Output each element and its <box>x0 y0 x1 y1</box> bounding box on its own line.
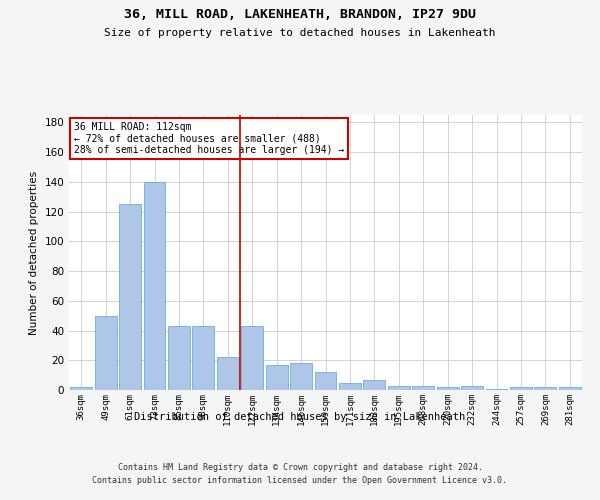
Bar <box>193 326 214 390</box>
Text: Distribution of detached houses by size in Lakenheath: Distribution of detached houses by size … <box>134 412 466 422</box>
Bar <box>339 382 361 390</box>
Bar <box>143 182 166 390</box>
Bar <box>437 387 458 390</box>
Text: 36, MILL ROAD, LAKENHEATH, BRANDON, IP27 9DU: 36, MILL ROAD, LAKENHEATH, BRANDON, IP27… <box>124 8 476 20</box>
Bar <box>510 387 532 390</box>
Bar <box>266 364 287 390</box>
Bar <box>290 363 312 390</box>
Bar <box>241 326 263 390</box>
Bar <box>535 387 556 390</box>
Bar <box>314 372 337 390</box>
Bar <box>364 380 385 390</box>
Bar <box>119 204 141 390</box>
Text: Contains public sector information licensed under the Open Government Licence v3: Contains public sector information licen… <box>92 476 508 485</box>
Bar <box>485 388 508 390</box>
Bar <box>412 386 434 390</box>
Y-axis label: Number of detached properties: Number of detached properties <box>29 170 39 334</box>
Bar <box>461 386 483 390</box>
Bar <box>70 387 92 390</box>
Bar <box>388 386 410 390</box>
Bar <box>559 387 581 390</box>
Text: Contains HM Land Registry data © Crown copyright and database right 2024.: Contains HM Land Registry data © Crown c… <box>118 462 482 471</box>
Text: Size of property relative to detached houses in Lakenheath: Size of property relative to detached ho… <box>104 28 496 38</box>
Bar <box>168 326 190 390</box>
Bar <box>217 358 239 390</box>
Text: 36 MILL ROAD: 112sqm
← 72% of detached houses are smaller (488)
28% of semi-deta: 36 MILL ROAD: 112sqm ← 72% of detached h… <box>74 122 344 155</box>
Bar <box>95 316 116 390</box>
